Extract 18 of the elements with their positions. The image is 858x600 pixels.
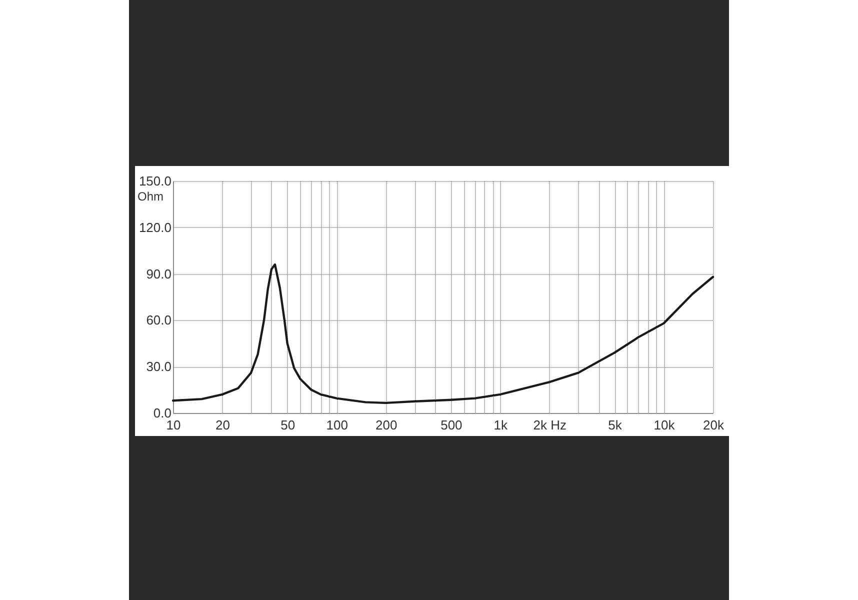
x-tick-label: 200 (375, 418, 398, 432)
y-tick-label: 150.0 (138, 174, 172, 188)
x-tick-label: 5k (608, 418, 622, 432)
y-tick-label: 30.0 (146, 359, 172, 374)
y-axis-title: Ohm (138, 190, 164, 204)
y-tick-label: 60.0 (146, 312, 172, 328)
x-tick-label: 100 (326, 418, 348, 432)
x-tick-label: 10 (166, 418, 181, 432)
y-tick-label: 90.0 (146, 266, 172, 282)
y-tick-label: 0.0 (153, 406, 172, 420)
x-tick-label: 50 (280, 418, 296, 432)
x-tick-label: 20k (703, 418, 724, 432)
y-tick-label: 120.0 (138, 220, 172, 235)
x-tick-label: 500 (440, 418, 462, 432)
x-tick-label: 20 (216, 418, 230, 432)
x-tick-label: 10k (654, 418, 676, 432)
x-tick-label: 2k Hz (533, 418, 567, 432)
x-tick-label: 1k (494, 418, 508, 432)
